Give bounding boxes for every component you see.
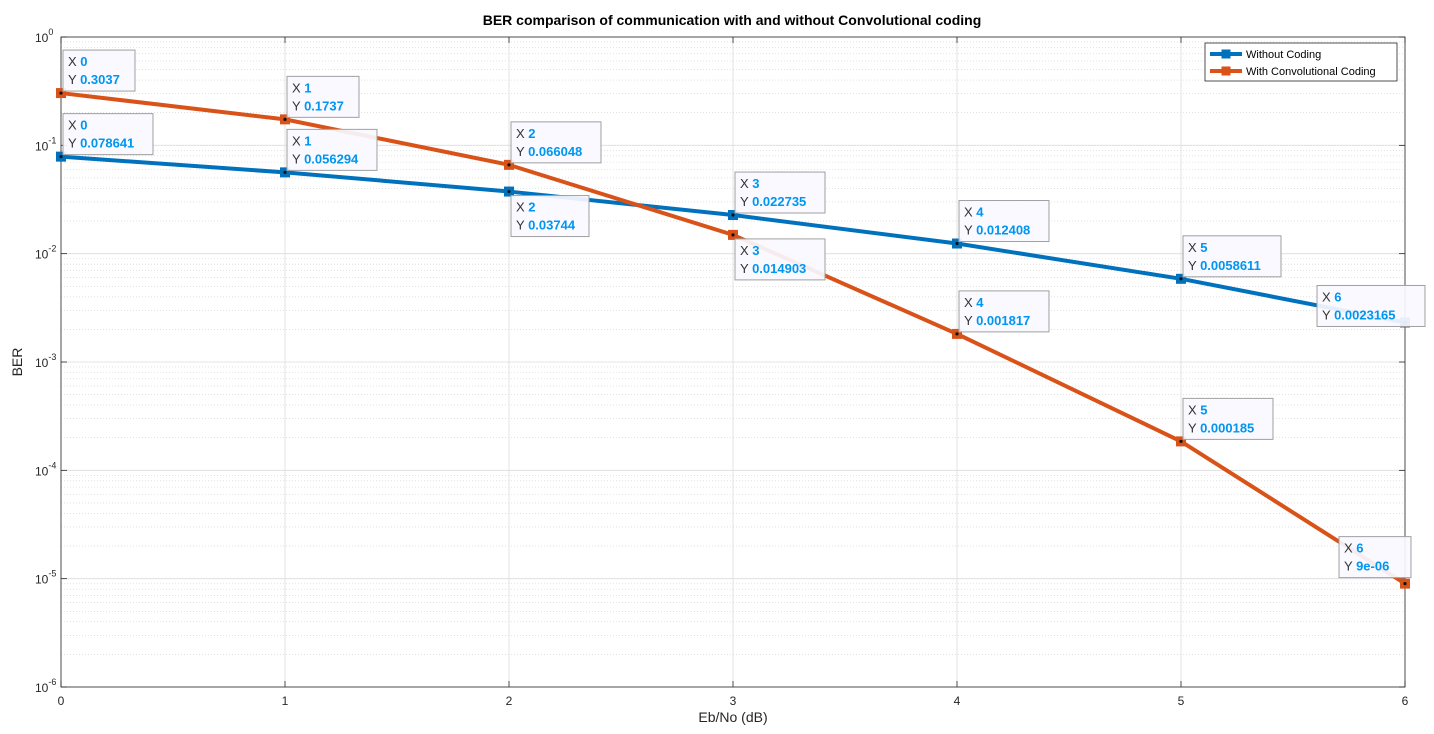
x-tick-label: 5 — [1178, 694, 1185, 708]
y-tick-label: 10-4 — [35, 460, 56, 478]
datatip-x-row: X 2 — [516, 200, 536, 215]
x-tick-label: 0 — [58, 694, 65, 708]
chart-title: BER comparison of communication with and… — [483, 12, 982, 28]
datatip-x-row: X 2 — [516, 126, 536, 141]
datatip-y-row: Y 0.001817 — [964, 313, 1030, 328]
datatip-box — [510, 121, 602, 164]
datatip-x-row: X 4 — [964, 295, 984, 310]
datatip-anchor — [1179, 439, 1183, 443]
datatip-anchor — [59, 155, 63, 159]
datatip-box — [1182, 397, 1274, 440]
datatip[interactable]: X 4 Y 0.012408 — [958, 200, 1050, 243]
datatip-anchor — [955, 241, 959, 246]
y-axis-label: BER — [9, 348, 25, 377]
datatip-x-row: X 1 — [292, 133, 312, 148]
x-tick-label: 6 — [1402, 694, 1409, 708]
datatip-x-row: X 3 — [740, 176, 760, 191]
datatip-y-row: Y 0.056294 — [292, 151, 359, 166]
datatip-box — [1316, 284, 1426, 327]
datatip[interactable]: X 5 Y 0.000185 — [1182, 397, 1274, 440]
x-tick-label: 3 — [730, 694, 737, 708]
datatip-box — [1338, 536, 1412, 579]
datatip-x-row: X 5 — [1188, 402, 1208, 417]
y-tick-label: 10-1 — [35, 135, 56, 153]
datatip-anchor — [1403, 582, 1407, 586]
y-tick-label: 10-3 — [35, 352, 56, 370]
datatip[interactable]: X 5 Y 0.0058611 — [1182, 235, 1282, 278]
legend-entry-label[interactable]: Without Coding — [1246, 49, 1321, 61]
x-tick-label: 4 — [954, 694, 961, 708]
datatip-y-row: Y 0.0023165 — [1322, 307, 1396, 322]
datatip[interactable]: X 2 Y 0.03744 — [510, 195, 590, 238]
datatip-y-row: Y 0.3037 — [68, 72, 120, 87]
datatip-y-row: Y 0.000185 — [1188, 420, 1254, 435]
x-axis-label: Eb/No (dB) — [698, 709, 767, 725]
x-tick-label: 1 — [282, 694, 289, 708]
legend-swatch-marker — [1221, 66, 1231, 76]
datatip-anchor — [283, 170, 287, 174]
datatip-box — [286, 75, 360, 118]
datatip-anchor — [507, 163, 511, 167]
datatip[interactable]: X 3 Y 0.014903 — [734, 238, 826, 281]
datatip-x-row: X 0 — [68, 118, 88, 133]
datatip[interactable]: X 1 Y 0.1737 — [286, 75, 360, 118]
datatip-y-row: Y 0.03744 — [516, 218, 576, 233]
datatip-box — [286, 128, 378, 171]
datatip-x-row: X 4 — [964, 205, 984, 220]
datatip-x-row: X 5 — [1188, 240, 1208, 255]
legend-entry-label[interactable]: With Convolutional Coding — [1246, 66, 1376, 78]
datatip-box — [62, 49, 136, 92]
datatip[interactable]: X 0 Y 0.078641 — [62, 113, 154, 156]
datatip[interactable]: X 6 Y 0.0023165 — [1316, 284, 1426, 327]
legend[interactable]: Without Coding With Convolutional Coding — [1204, 42, 1398, 82]
datatip[interactable]: X 6 Y 9e-06 — [1338, 536, 1412, 579]
datatip-anchor — [955, 332, 959, 336]
datatip-box — [734, 238, 826, 281]
datatip-x-row: X 6 — [1344, 541, 1364, 556]
datatip-y-row: Y 0.022735 — [740, 194, 806, 209]
legend-swatch-marker — [1221, 49, 1231, 59]
datatip-y-row: Y 0.066048 — [516, 144, 582, 159]
datatip-y-row: Y 0.012408 — [964, 223, 1030, 238]
datatip-y-row: Y 0.014903 — [740, 261, 806, 276]
y-tick-label: 10-2 — [35, 244, 56, 262]
datatip-box — [510, 195, 590, 238]
datatip[interactable]: X 1 Y 0.056294 — [286, 128, 378, 171]
x-tick-label: 2 — [506, 694, 513, 708]
datatip-y-row: Y 9e-06 — [1344, 559, 1389, 574]
datatip[interactable]: X 0 Y 0.3037 — [62, 49, 136, 92]
datatip-x-row: X 0 — [68, 54, 88, 69]
datatip-anchor — [507, 189, 511, 194]
datatip-box — [62, 113, 154, 156]
datatip-y-row: Y 0.0058611 — [1188, 258, 1261, 273]
datatip-box — [958, 200, 1050, 243]
datatip-anchor — [59, 91, 63, 95]
datatip-box — [958, 290, 1050, 333]
datatip-anchor — [283, 117, 287, 121]
datatip-x-row: X 6 — [1322, 289, 1342, 304]
datatip-anchor — [1179, 277, 1183, 281]
datatip-x-row: X 1 — [292, 80, 312, 95]
datatip[interactable]: X 3 Y 0.022735 — [734, 171, 826, 214]
axes: 0 1 2 3 4 5 6 100 10-1 10-2 10-3 10-4 10-5 10-6 — [35, 27, 1409, 708]
y-tick-label: 10-5 — [35, 569, 56, 587]
legend-box — [1204, 42, 1398, 82]
datatip[interactable]: X 2 Y 0.066048 — [510, 121, 602, 164]
datatip-y-row: Y 0.1737 — [292, 98, 344, 113]
datatip-box — [734, 171, 826, 214]
datatip-anchor — [731, 233, 735, 237]
datatip-anchor — [731, 213, 735, 217]
y-tick-label: 100 — [35, 27, 53, 45]
y-tick-label: 10-6 — [35, 677, 56, 695]
datatip[interactable]: X 4 Y 0.001817 — [958, 290, 1050, 333]
datatip-x-row: X 3 — [740, 243, 760, 258]
datatip-y-row: Y 0.078641 — [68, 136, 134, 151]
datatip-box — [1182, 235, 1282, 278]
